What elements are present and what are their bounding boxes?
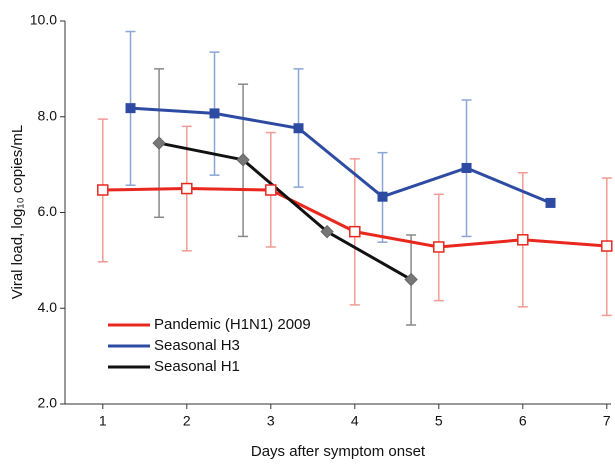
marker <box>97 184 109 196</box>
marker <box>236 153 250 167</box>
marker <box>320 224 334 239</box>
marker <box>152 136 166 150</box>
x-tick-label: 3 <box>267 413 275 429</box>
series-line <box>130 106 552 205</box>
y-tick-label: 4.0 <box>38 299 58 315</box>
legend-label: Pandemic (H1N1) 2009 <box>154 316 311 333</box>
marker <box>265 184 277 196</box>
marker <box>293 123 304 134</box>
marker <box>125 103 136 114</box>
marker <box>433 241 445 253</box>
marker <box>517 234 529 246</box>
marker <box>181 182 193 195</box>
y-tick-label: 6.0 <box>38 203 58 219</box>
marker <box>377 191 388 202</box>
x-tick-label: 6 <box>519 413 527 429</box>
x-tick-label: 2 <box>183 413 191 429</box>
y-tick-label: 10.0 <box>30 12 57 28</box>
x-tick-label: 1 <box>99 413 107 429</box>
y-tick-label: 2.0 <box>38 395 58 411</box>
x-tick-label: 4 <box>351 413 359 429</box>
marker <box>349 225 361 238</box>
legend-label: Seasonal H3 <box>154 337 240 354</box>
marker <box>404 272 418 287</box>
marker <box>209 108 220 119</box>
marker <box>545 197 556 208</box>
y-axis-label: Viral load, log₁₀ copies/mL <box>9 125 26 299</box>
series-line <box>158 141 412 281</box>
marker <box>601 240 613 252</box>
legend-label: Seasonal H1 <box>154 358 240 375</box>
x-axis-label: Days after symptom onset <box>251 443 426 460</box>
marker <box>461 162 472 173</box>
x-tick-label: 5 <box>435 413 443 429</box>
x-tick-label: 7 <box>603 413 611 429</box>
y-tick-label: 8.0 <box>38 107 58 123</box>
